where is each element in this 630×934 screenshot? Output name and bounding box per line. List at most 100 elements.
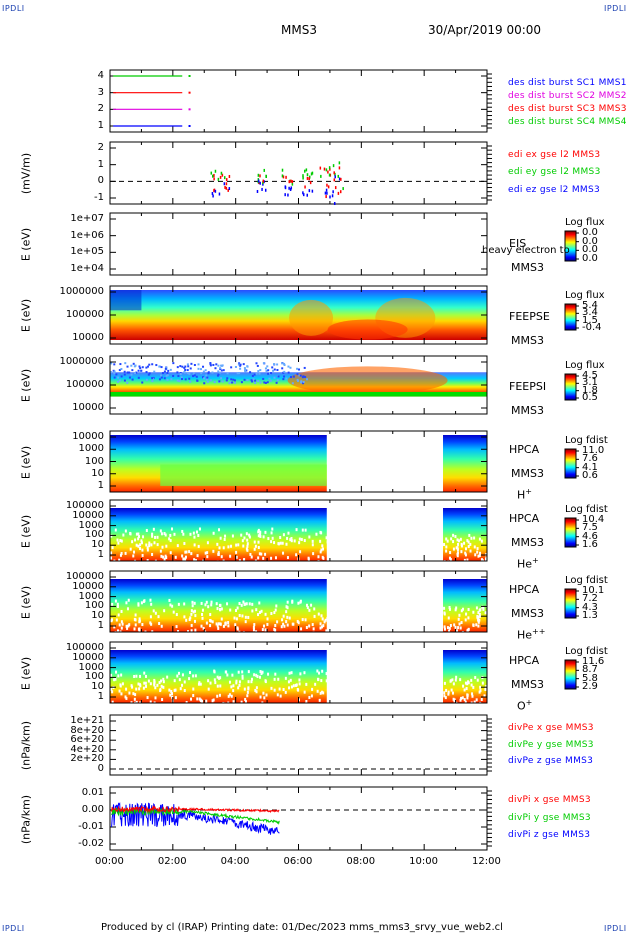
hpca-gap-speckle: [460, 702, 463, 706]
hpca-gap-speckle: [135, 687, 138, 691]
hpca-gap-speckle: [285, 605, 288, 609]
feepsi-speckle: [283, 370, 286, 373]
y-tick-label: 100000: [65, 500, 104, 511]
hpca-gap-speckle: [468, 533, 471, 537]
hpca-gap-speckle: [185, 618, 188, 622]
hpca-gap-speckle: [285, 620, 288, 624]
spacecraft-label: MMS3: [511, 678, 544, 691]
hpca-gap-speckle: [220, 607, 223, 611]
hpca-gap-speckle: [144, 681, 147, 685]
feepsi-speckle: [287, 365, 290, 368]
edi-point: [302, 193, 305, 197]
edi-point: [337, 174, 340, 178]
spacecraft-label: MMS3: [511, 334, 544, 347]
hpca-gap-speckle: [181, 529, 184, 533]
hpca-gap-speckle: [445, 537, 448, 541]
hpca-gap-speckle: [245, 547, 248, 551]
feepsi-speckle: [133, 365, 136, 368]
hpca-gap-speckle: [466, 693, 469, 697]
hpca-gap-speckle: [111, 546, 114, 550]
hpca-gap-speckle: [169, 533, 172, 537]
feepsi-speckle: [269, 379, 272, 382]
hpca-gap-speckle: [125, 687, 128, 691]
y-tick-label: 1000: [78, 443, 104, 455]
hpca-gap-speckle: [190, 552, 193, 556]
hpca-gap-speckle: [484, 687, 487, 691]
hpca-gap-speckle: [308, 624, 311, 628]
hpca-gap-speckle: [222, 546, 225, 550]
panel-frame: [109, 714, 488, 776]
hpca-gap-speckle: [156, 683, 159, 687]
y-tick-label: 10000: [72, 332, 104, 343]
hpca-gap-speckle: [285, 610, 288, 614]
hpca-gap-speckle: [291, 599, 294, 603]
hpca-gap-speckle: [117, 613, 120, 617]
hpca-gap-speckle: [193, 535, 196, 539]
hpca-gap-speckle: [284, 690, 287, 694]
hpca-gap-speckle: [242, 631, 245, 635]
colorbar: [564, 588, 577, 619]
edi-point: [217, 177, 220, 181]
hpca-gap-speckle: [202, 626, 205, 630]
hpca-gap-speckle: [279, 541, 282, 545]
hpca-gap-speckle: [158, 622, 161, 626]
hpca-gap-speckle: [443, 543, 446, 547]
hpca-gap-speckle: [189, 671, 192, 675]
hpca-gap-speckle: [471, 692, 474, 696]
hpca-gap-speckle: [308, 608, 311, 612]
hpca-gap-speckle: [114, 599, 117, 603]
hpca-gap-speckle: [301, 618, 304, 622]
feepsi-speckle: [238, 362, 241, 365]
hpca-gap-speckle: [469, 542, 472, 546]
hpca-gap-speckle: [291, 622, 294, 626]
hpca-gap-speckle: [219, 622, 222, 626]
hpca-gap-speckle: [220, 617, 223, 621]
feepsi-speckle: [181, 365, 184, 368]
hpca-gap-speckle: [111, 690, 114, 694]
y-tick-label: 2: [97, 142, 104, 153]
hpca-gap-speckle: [443, 691, 446, 695]
hpca-gap-speckle: [459, 698, 462, 702]
feepsi-speckle: [131, 369, 134, 372]
hpca-gap-speckle: [248, 533, 251, 537]
feepsi-speckle: [153, 370, 156, 373]
hpca-gap-speckle: [116, 604, 119, 608]
hpca-gap-speckle: [218, 528, 221, 532]
y-tick-label: 1000: [78, 519, 104, 531]
hpca-gap-speckle: [480, 558, 483, 562]
feepsi-speckle: [300, 380, 303, 383]
hpca-gap-speckle: [165, 556, 168, 560]
hpca-gap-speckle: [113, 678, 116, 682]
feepsi-speckle: [211, 371, 214, 374]
feepsi-speckle: [180, 376, 183, 379]
edi-point: [211, 191, 214, 195]
hpca-gap-speckle: [218, 676, 221, 680]
feepsi-speckle: [243, 367, 246, 370]
hpca-gap-speckle: [113, 625, 116, 629]
hpca-gap-speckle: [213, 678, 216, 682]
feepsi-speckle: [230, 366, 233, 369]
hpca-gap-speckle: [478, 614, 481, 618]
feepsi-speckle: [123, 370, 126, 373]
y-tick-label: 4e+20: [70, 743, 104, 755]
hpca-gap-speckle: [460, 696, 463, 700]
y-tick-label: 100: [84, 600, 104, 612]
colorbar-value: 7.5: [582, 522, 598, 534]
hpca-spectrogram-segment: [443, 579, 487, 632]
divpi-series-line: [111, 806, 280, 825]
hpca-gap-speckle: [458, 622, 461, 626]
hpca-gap-speckle: [161, 545, 164, 549]
feepsi-speckle: [141, 366, 144, 369]
feepsi-speckle: [216, 374, 219, 377]
hpca-gap-speckle: [259, 695, 262, 699]
feepsi-speckle: [246, 378, 249, 381]
feepsi-speckle: [148, 363, 151, 366]
hpca-gap-speckle: [134, 693, 137, 697]
hpca-gap-speckle: [450, 688, 453, 692]
edi-point: [256, 189, 259, 193]
hpca-gap-speckle: [454, 625, 457, 629]
hpca-gap-speckle: [130, 684, 133, 688]
edi-point: [225, 186, 228, 190]
hpca-gap-speckle: [197, 533, 200, 537]
feepsi-speckle: [236, 372, 239, 375]
